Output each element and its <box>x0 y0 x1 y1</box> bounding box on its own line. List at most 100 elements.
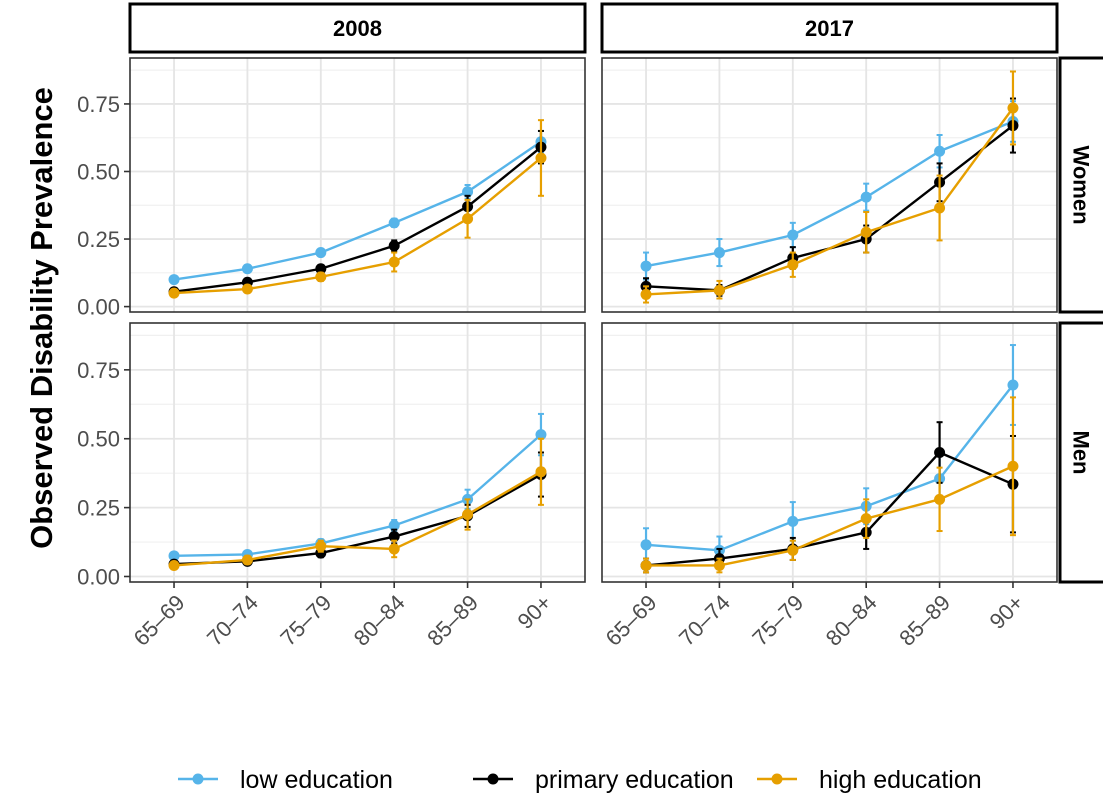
data-point <box>640 260 652 272</box>
data-point <box>1007 379 1019 391</box>
y-tick-label: 0.25 <box>77 227 120 252</box>
data-point <box>388 543 400 555</box>
x-tick-label: 65–69 <box>129 590 190 651</box>
panel-background <box>602 58 1057 312</box>
data-point <box>388 240 400 252</box>
strip-2008-label: 2008 <box>333 16 382 41</box>
data-point <box>787 259 799 271</box>
data-point <box>934 202 946 214</box>
data-point <box>241 263 253 275</box>
data-point <box>462 213 474 225</box>
series-line <box>645 451 1014 567</box>
series-low <box>168 129 547 286</box>
data-point <box>713 559 725 571</box>
data-point <box>1007 102 1019 114</box>
strip-2017-box <box>600 2 1059 54</box>
panel-background <box>130 323 585 582</box>
legend-item-high: high education <box>757 766 982 794</box>
data-point <box>713 247 725 259</box>
data-point <box>860 191 872 203</box>
panel-background <box>130 58 585 312</box>
series-line <box>645 120 1014 268</box>
panel-border <box>129 57 586 313</box>
data-point <box>168 274 180 286</box>
y-tick-label: 0.50 <box>77 427 120 452</box>
series-line <box>174 433 542 558</box>
legend-item-primary: primary education <box>473 766 734 794</box>
data-point <box>315 263 327 275</box>
data-point <box>640 288 652 300</box>
data-point <box>640 559 652 571</box>
panel-border <box>601 322 1058 583</box>
data-point <box>241 283 253 295</box>
data-point <box>241 554 253 566</box>
series-line <box>173 157 542 295</box>
x-tick-label: 90+ <box>512 590 556 634</box>
strip-2017-label: 2017 <box>805 16 854 41</box>
series-line <box>173 146 542 293</box>
x-tick-label: 65–69 <box>601 590 662 651</box>
data-point <box>315 271 327 283</box>
facet-panels <box>129 57 1058 583</box>
panel-2017-men <box>601 322 1058 583</box>
data-point <box>934 493 946 505</box>
data-point <box>860 226 872 238</box>
x-tick-label: 80–84 <box>349 590 410 651</box>
data-point <box>388 520 400 532</box>
panel-border <box>129 322 586 583</box>
series-high <box>640 70 1019 304</box>
data-point <box>934 145 946 157</box>
data-point <box>388 217 400 229</box>
y-axes: 0.00 0.25 0.50 0.75 0.00 0.25 0.50 0.75 <box>77 92 130 589</box>
series-line <box>646 465 1014 567</box>
y-tick-label: 0.50 <box>77 159 120 184</box>
x-tick-label: 75–79 <box>747 590 808 651</box>
data-point <box>1007 460 1019 472</box>
strip-men-label: Men <box>1069 431 1094 475</box>
strip-women-box <box>1058 56 1103 314</box>
x-tick-label: 75–79 <box>275 590 336 651</box>
row-strips: Women Men <box>1058 56 1103 584</box>
data-point <box>315 540 327 552</box>
series-high <box>168 119 547 299</box>
legend-swatch-point <box>487 773 499 785</box>
legend: low education primary education high educa… <box>178 766 982 794</box>
column-strips: 2008 2017 <box>128 2 1059 54</box>
data-point <box>535 466 547 478</box>
data-point <box>462 186 474 198</box>
y-tick-label: 0.00 <box>77 295 120 320</box>
panel-border <box>601 57 1058 313</box>
panel-background <box>602 323 1057 582</box>
y-tick-label: 0.25 <box>77 496 120 521</box>
legend-swatch-point <box>771 773 783 785</box>
strip-2008-box <box>128 2 587 54</box>
data-point <box>168 550 180 562</box>
series-line <box>173 470 542 567</box>
y-tick-label: 0.75 <box>77 358 120 383</box>
x-tick-label: 85–89 <box>422 590 483 651</box>
data-point <box>787 544 799 556</box>
data-point <box>315 247 327 259</box>
data-point <box>388 256 400 268</box>
legend-label: high education <box>819 766 982 794</box>
data-point <box>535 429 547 441</box>
legend-swatch-point <box>192 773 204 785</box>
panel-2008-men <box>129 322 586 583</box>
data-point <box>787 229 799 241</box>
legend-label: low education <box>240 766 393 794</box>
x-tick-label: 85–89 <box>894 590 955 651</box>
data-point <box>462 508 474 520</box>
x-tick-label: 80–84 <box>821 590 882 651</box>
y-axis-title: Observed Disability Prevalence <box>24 87 59 549</box>
data-point <box>934 447 946 458</box>
data-point <box>860 513 872 525</box>
data-point <box>388 531 400 543</box>
legend-item-low: low education <box>178 766 393 794</box>
data-point <box>640 539 652 551</box>
panel-2017-women <box>601 57 1058 313</box>
data-point <box>787 515 799 527</box>
strip-women-label: Women <box>1069 145 1094 224</box>
series-high <box>168 437 547 571</box>
data-point <box>535 152 547 164</box>
